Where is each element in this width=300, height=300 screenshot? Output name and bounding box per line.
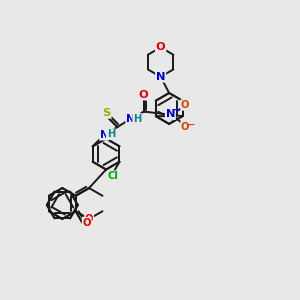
Text: +: +	[172, 105, 179, 114]
Text: O: O	[181, 100, 190, 110]
Text: −: −	[186, 120, 195, 130]
Text: O: O	[156, 42, 166, 52]
Text: N: N	[126, 114, 135, 124]
Text: N: N	[100, 130, 109, 140]
Text: Cl: Cl	[108, 171, 119, 181]
Text: S: S	[103, 108, 111, 118]
Text: O: O	[82, 218, 91, 228]
Text: N: N	[156, 72, 165, 82]
Text: H: H	[133, 114, 141, 124]
Text: N: N	[166, 109, 175, 119]
Text: H: H	[107, 129, 115, 139]
Text: O: O	[85, 214, 93, 224]
Text: O: O	[181, 122, 190, 132]
Text: O: O	[139, 90, 148, 100]
